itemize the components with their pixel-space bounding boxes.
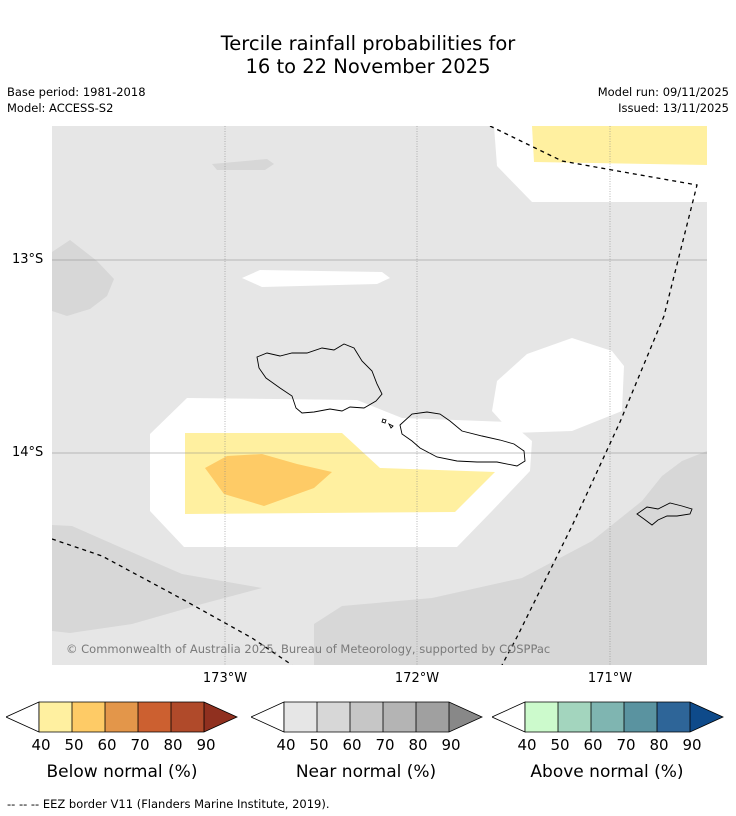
near-normal-50-patch-southwest [52, 525, 262, 633]
lon-label-172w: 172°W [394, 671, 440, 686]
above-swatch-50 [558, 702, 591, 732]
meta-left: Base period: 1981-2018 Model: ACCESS-S2 [7, 84, 146, 116]
near-swatch-70 [383, 702, 416, 732]
above-swatch-60 [591, 702, 624, 732]
colorbar-near-normal [251, 701, 483, 733]
above-extend-low [492, 701, 526, 733]
near-normal-50-patch-north [212, 159, 274, 170]
savaii-island [256, 343, 383, 414]
eez-border-southwest [52, 538, 293, 665]
near-normal-50-patch-west [52, 240, 114, 316]
below-tick: 80 [163, 736, 183, 754]
below-tick: 40 [31, 736, 51, 754]
near-swatch-40 [284, 702, 317, 732]
title-line-1: Tercile rainfall probabilities for [220, 32, 516, 55]
near-tick: 90 [441, 736, 461, 754]
white-region-north [242, 270, 390, 287]
lat-label-14s: 14°S [12, 445, 44, 460]
above-normal-title: Above normal (%) [530, 762, 684, 782]
near-tick: 80 [408, 736, 428, 754]
near-swatch-80 [416, 702, 449, 732]
near-normal-50-patch-southeast [314, 451, 707, 665]
above-tick: 50 [550, 736, 570, 754]
above-tick: 80 [649, 736, 669, 754]
below-normal-40-region-northeast [532, 126, 707, 165]
below-swatch-70 [138, 702, 171, 732]
colorbar-above-normal [492, 701, 724, 733]
base-period: Base period: 1981-2018 [7, 85, 146, 99]
below-swatch-80 [171, 702, 204, 732]
below-normal-title: Below normal (%) [46, 762, 198, 782]
above-swatch-40 [525, 702, 558, 732]
lon-label-171w: 171°W [587, 671, 633, 686]
meta-right: Model run: 09/11/2025 Issued: 13/11/2025 [598, 84, 729, 116]
above-tick: 70 [616, 736, 636, 754]
tutuila-island [636, 502, 693, 526]
below-normal-50-region [205, 454, 332, 506]
near-swatch-50 [317, 702, 350, 732]
near-outline [283, 701, 483, 733]
gridlines [52, 126, 707, 665]
near-tick: 70 [375, 736, 395, 754]
below-extend-low [6, 701, 40, 733]
near-tick: 40 [276, 736, 296, 754]
apolima-islet [387, 422, 394, 429]
below-swatch-40 [39, 702, 72, 732]
near-extend-low [251, 701, 285, 733]
lon-label-173w: 173°W [202, 671, 248, 686]
near-extend-high [449, 702, 482, 732]
chart-title: Tercile rainfall probabilities for 16 to… [0, 32, 736, 78]
coastlines [256, 343, 693, 526]
above-extend-high [690, 702, 723, 732]
eez-footnote: -- -- -- EEZ border V11 (Flanders Marine… [7, 797, 330, 811]
colorbar-below-normal [6, 701, 238, 733]
above-tick: 40 [517, 736, 537, 754]
above-tick: 90 [682, 736, 702, 754]
forecast-map: © Commonwealth of Australia 2025, Bureau… [52, 126, 707, 665]
below-tick: 50 [64, 736, 84, 754]
near-tick: 60 [342, 736, 362, 754]
above-swatch-70 [624, 702, 657, 732]
issued-date: Issued: 13/11/2025 [618, 101, 729, 115]
near-normal-title: Near normal (%) [295, 762, 437, 782]
near-tick: 50 [309, 736, 329, 754]
upolu-island [399, 411, 526, 467]
below-tick: 60 [97, 736, 117, 754]
below-extend-high [204, 702, 237, 732]
below-swatch-50 [72, 702, 105, 732]
below-tick: 90 [196, 736, 216, 754]
white-region-east [492, 338, 624, 433]
model-name: Model: ACCESS-S2 [7, 101, 114, 115]
below-tick: 70 [130, 736, 150, 754]
copyright-credit: © Commonwealth of Australia 2025, Bureau… [66, 642, 550, 656]
model-run: Model run: 09/11/2025 [597, 85, 729, 99]
lat-label-13s: 13°S [12, 252, 44, 267]
eez-border-east [489, 126, 698, 665]
eez-borders [52, 126, 698, 665]
above-swatch-80 [657, 702, 690, 732]
title-line-2: 16 to 22 November 2025 [245, 55, 491, 78]
below-swatch-60 [105, 702, 138, 732]
below-outline [38, 701, 238, 733]
near-swatch-60 [350, 702, 383, 732]
manono-islet [381, 418, 387, 424]
above-tick: 60 [583, 736, 603, 754]
above-outline [524, 701, 724, 733]
